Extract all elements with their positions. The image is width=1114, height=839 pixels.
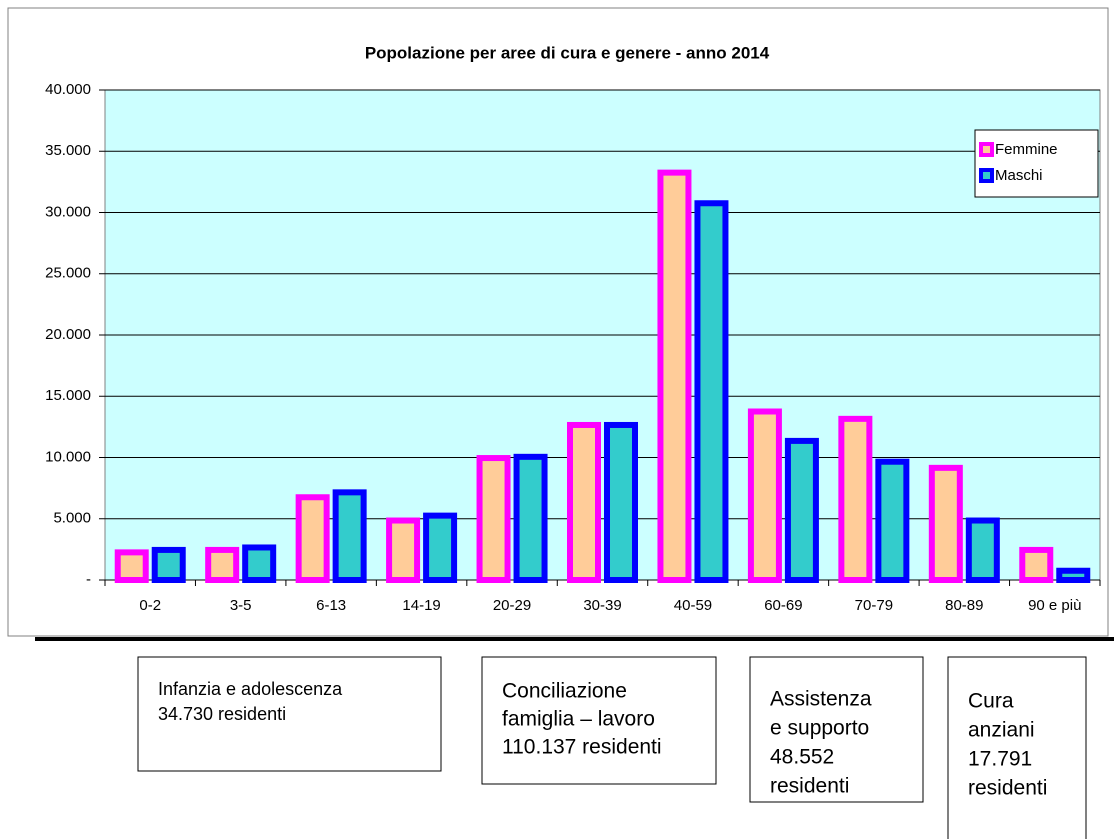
- annotation-text: 17.791: [968, 748, 1032, 771]
- annotation-box: [481, 656, 717, 785]
- bar: [205, 546, 240, 583]
- annotation-text: anziani: [968, 719, 1035, 742]
- bar: [242, 544, 277, 583]
- annotation-text: famiglia – lavoro: [502, 708, 655, 731]
- annotation-text: Cura: [968, 690, 1014, 713]
- bar: [513, 453, 548, 584]
- bar: [423, 512, 458, 583]
- y-tick-label: 5.000: [53, 510, 91, 527]
- bar: [295, 494, 330, 583]
- y-tick-label: 35.000: [45, 142, 91, 159]
- y-tick-label: 30.000: [45, 203, 91, 220]
- y-tick-label: -: [86, 571, 91, 588]
- x-tick-label: 3-5: [230, 597, 252, 614]
- x-tick-label: 14-19: [402, 597, 440, 614]
- x-tick-label: 20-29: [493, 597, 531, 614]
- bar: [928, 464, 963, 584]
- y-tick-label: 20.000: [45, 326, 91, 343]
- x-tick-label: 0-2: [139, 597, 161, 614]
- y-tick-label: 15.000: [45, 387, 91, 404]
- bar: [332, 489, 367, 584]
- bar: [657, 169, 692, 583]
- y-tick-label: 25.000: [45, 265, 91, 282]
- annotation-text: 110.137 residenti: [502, 736, 662, 759]
- legend-box: [974, 129, 1099, 198]
- annotation-text: Assistenza: [770, 688, 872, 711]
- annotation-text: residenti: [968, 777, 1047, 800]
- bar: [604, 421, 638, 583]
- annotation-text: residenti: [770, 775, 849, 798]
- bar: [694, 200, 729, 583]
- annotation-text: Infanzia e adolescenza: [158, 679, 343, 699]
- annotation-text: e supporto: [770, 717, 869, 740]
- bar: [838, 415, 873, 583]
- bar: [1019, 546, 1054, 583]
- bar: [747, 408, 782, 583]
- x-tick-label: 80-89: [945, 597, 983, 614]
- x-tick-label: 6-13: [316, 597, 346, 614]
- y-tick-label: 40.000: [45, 81, 91, 98]
- x-tick-label: 70-79: [855, 597, 893, 614]
- annotation-box: [137, 656, 442, 772]
- bar: [476, 455, 511, 583]
- annotation-text: 48.552: [770, 746, 834, 769]
- legend-label: Maschi: [995, 167, 1043, 184]
- y-tick-label: 10.000: [45, 448, 91, 465]
- bar: [875, 458, 910, 584]
- legend-label: Femmine: [995, 141, 1058, 158]
- annotation-box: [749, 656, 924, 803]
- bar: [114, 549, 149, 583]
- annotation-text: 34.730 residenti: [158, 704, 286, 724]
- legend-swatch: [979, 142, 994, 157]
- bar: [1056, 567, 1091, 583]
- x-tick-label: 40-59: [674, 597, 712, 614]
- annotation-box: [947, 656, 1087, 839]
- bar: [567, 421, 601, 583]
- bar: [151, 546, 186, 583]
- annotation-text: Conciliazione: [502, 680, 627, 703]
- bar: [784, 437, 819, 583]
- chart-title: Popolazione per aree di cura e genere - …: [365, 43, 770, 62]
- bar: [965, 517, 1000, 584]
- x-tick-label: 30-39: [583, 597, 621, 614]
- bar: [386, 517, 421, 584]
- x-tick-label: 90 e più: [1028, 597, 1081, 614]
- x-tick-label: 60-69: [764, 597, 802, 614]
- legend-swatch: [979, 168, 994, 183]
